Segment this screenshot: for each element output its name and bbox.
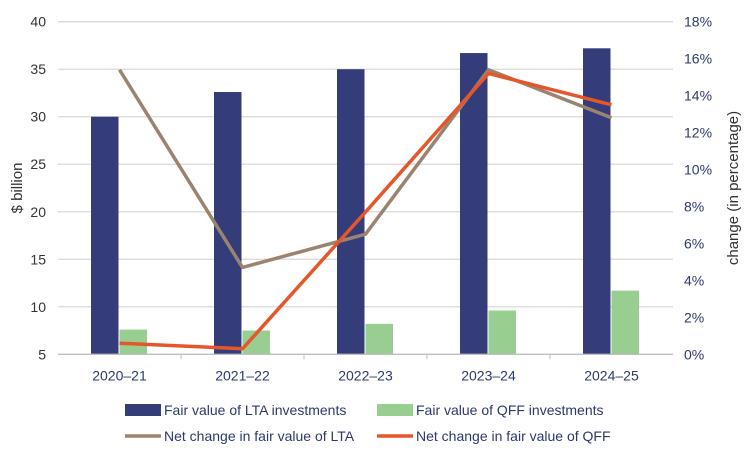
legend-label: Fair value of QFF investments [416, 402, 604, 418]
y-tick-label: 40 [30, 14, 46, 30]
y-tick-label: 25 [30, 156, 46, 172]
y2-tick-label: 14% [684, 88, 712, 104]
x-tick-label: 2020–21 [92, 367, 147, 383]
legend-swatch [377, 404, 413, 416]
y2-tick-label: 0% [684, 346, 704, 362]
y2-axis-label: change (in percentage) [725, 111, 742, 265]
qff-bar [366, 324, 394, 354]
lta-bar [214, 92, 242, 354]
x-tick-label: 2021–22 [215, 367, 270, 383]
lta-bar [91, 117, 119, 355]
y2-tick-label: 12% [684, 125, 712, 141]
legend-swatch [125, 404, 161, 416]
x-tick-label: 2022–23 [338, 367, 393, 383]
y2-tick-label: 18% [684, 14, 712, 30]
y-tick-label: 35 [30, 61, 46, 77]
x-tick-label: 2024–25 [584, 367, 639, 383]
y-axis-label: $ billion [9, 163, 26, 214]
y-tick-label: 10 [30, 299, 46, 315]
legend-label: Net change in fair value of LTA [164, 428, 355, 444]
y2-tick-label: 2% [684, 309, 704, 325]
y-tick-label: 15 [30, 251, 46, 267]
qff-bar [489, 311, 517, 355]
y-tick-label: 30 [30, 109, 46, 125]
y2-tick-label: 16% [684, 51, 712, 67]
lta-bar [583, 48, 611, 354]
lta-bar [337, 69, 365, 354]
lta-bar [460, 53, 488, 354]
legend-label: Fair value of LTA investments [164, 402, 346, 418]
lta-change-line [120, 70, 612, 268]
y2-tick-label: 10% [684, 162, 712, 178]
qff-bar [612, 291, 640, 355]
y2-tick-label: 8% [684, 198, 704, 214]
qff-change-line [120, 73, 612, 348]
x-tick-label: 2023–24 [461, 367, 516, 383]
legend-label: Net change in fair value of QFF [416, 428, 611, 444]
y2-tick-label: 4% [684, 272, 704, 288]
y-tick-label: 20 [30, 204, 46, 220]
y-tick-label: 5 [38, 346, 46, 362]
y2-tick-label: 6% [684, 235, 704, 251]
